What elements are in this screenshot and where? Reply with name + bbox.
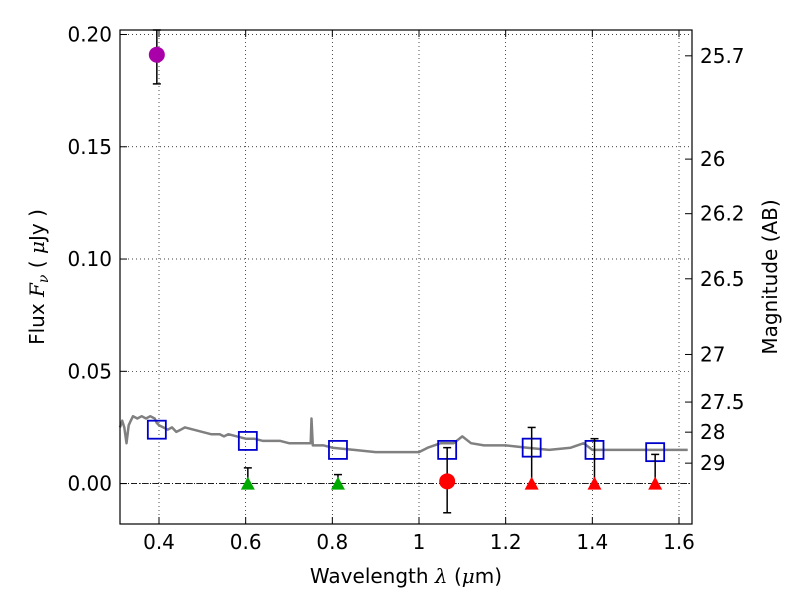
y-tick-label: 0.20 [67,22,112,46]
y-tick-label: 0.15 [67,135,112,159]
y2-tick-label: 26.2 [700,202,745,226]
y-tick-label: 0.00 [67,472,112,496]
plot-frame [119,29,693,525]
upper-limit-triangle [524,476,539,490]
y2-tick-label: 25.7 [700,44,745,68]
model-band-square [237,431,258,451]
y2-tick-label: 27.5 [700,390,745,414]
x-tick-label: 1.6 [663,530,695,554]
y2-tick-label: 27 [700,342,725,366]
x-tick-label: 1 [413,530,426,554]
plot-series [118,29,688,514]
x-tick-label: 0.6 [230,530,262,554]
x-tick-label: 0.8 [316,530,348,554]
x-tick-label: 1.2 [490,530,522,554]
x-tick-label: 0.4 [143,530,175,554]
y-axis-title: Flux Fν ( μJy ) [25,209,52,345]
model-sed-line [118,414,688,454]
y-tick-label: 0.05 [67,359,112,383]
upper-limit-triangle [330,476,345,490]
x-tick-label: 1.4 [576,530,608,554]
upper-limit-triangle [648,476,663,490]
x-axis-title: Wavelength λ (μm) [310,564,502,588]
flux-point [148,46,165,63]
y2-tick-label: 28 [700,420,725,444]
y2-axis-title: Magnitude (AB) [758,199,782,354]
y-tick-label: 0.10 [67,247,112,271]
model-band-square [328,439,348,460]
upper-limit-triangle [240,476,255,490]
y2-tick-label: 26 [700,147,725,171]
model-band-square [146,419,167,440]
flux-point [439,473,456,490]
y2-tick-label: 26.5 [700,267,745,291]
axis-ticks: 0.4 0.6 0.8 1 1.2 1.4 1.6 0.00 0.05 0.10 0.15 0.20 2… [67,22,744,554]
upper-limit-triangle [587,476,602,490]
y2-tick-label: 29 [700,451,725,475]
